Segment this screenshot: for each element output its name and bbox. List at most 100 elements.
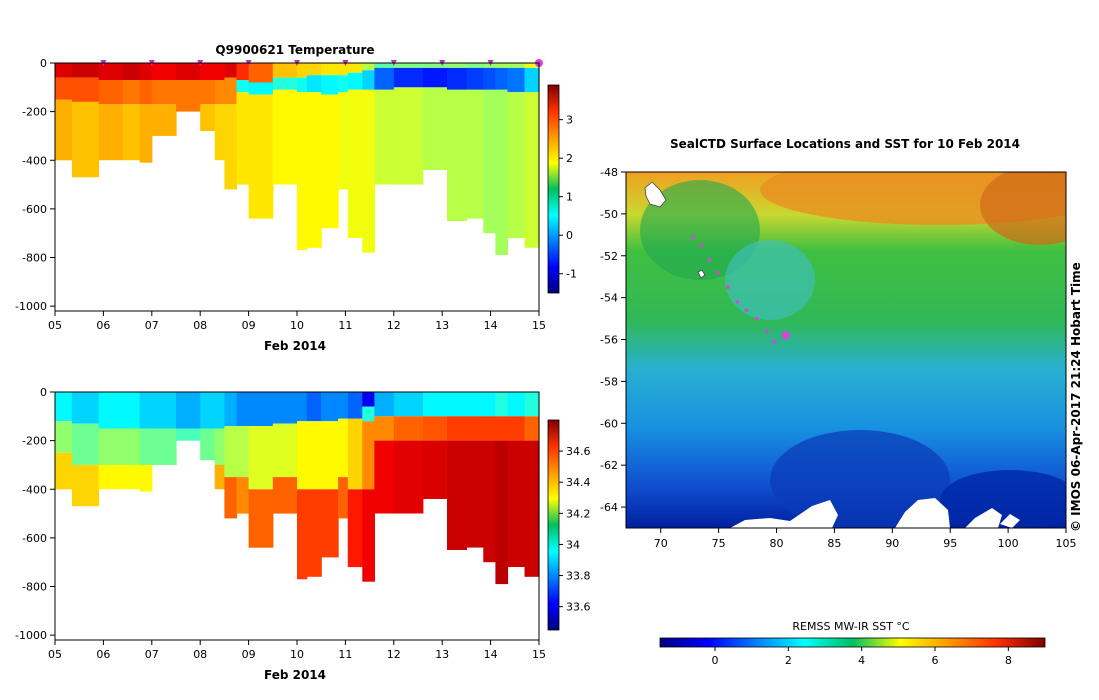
sal-cell-0-2 <box>55 452 73 490</box>
temp-cell-20-2 <box>393 87 424 185</box>
sal-cell-15-0 <box>321 392 339 422</box>
lat-tick-label-0: -48 <box>600 166 618 179</box>
lon-tick-label-4: 90 <box>885 537 899 550</box>
temp-cell-6-1 <box>176 80 201 112</box>
sal-cell-25-1 <box>495 416 509 441</box>
temp-cell-12-1 <box>272 77 298 90</box>
lon-tick-label-6: 100 <box>998 537 1019 550</box>
temp-cell-8-1 <box>214 80 225 105</box>
salinity-y-axis: 0 -200 -400 -600 -800 -1000 <box>15 386 55 642</box>
sal-cell-20-2 <box>393 440 424 514</box>
track-point-2 <box>707 258 712 262</box>
sst-cbar-label-3: 6 <box>932 654 939 667</box>
salinity-heatmap <box>55 392 540 585</box>
lat-tick-label-8: -64 <box>600 501 618 514</box>
temp-cell-6-0 <box>176 63 201 80</box>
temp-cell-20-0 <box>393 63 424 68</box>
sal-cell-24-1 <box>483 416 496 441</box>
sal-ytick-label-0: 0 <box>40 386 47 399</box>
temp-cell-5-2 <box>151 104 177 136</box>
temp-cell-16-2 <box>338 92 349 190</box>
temp-xtick-label-2: 07 <box>145 319 159 332</box>
temp-cell-4-1 <box>139 80 153 105</box>
sal-cell-14-1 <box>306 421 322 490</box>
temperature-y-axis: 0 -200 -400 -600 -800 -1000 <box>15 57 55 313</box>
temp-cell-17-0 <box>347 63 363 73</box>
temp-cell-20-1 <box>393 67 424 88</box>
temp-cell-8-2 <box>214 104 225 161</box>
temp-xtick-label-4: 09 <box>242 319 256 332</box>
sal-cell-18-3 <box>362 489 375 582</box>
sal-cell-24-0 <box>483 392 496 417</box>
temp-cell-26-0 <box>507 63 525 68</box>
sal-cell-15-2 <box>321 489 339 558</box>
temp-cell-21-2 <box>422 87 448 170</box>
temp-cell-23-0 <box>466 63 484 68</box>
temp-cell-21-0 <box>422 63 448 68</box>
temp-cbar-label-0: 3 <box>566 114 573 127</box>
sal-cell-27-1 <box>524 416 540 441</box>
temp-cell-11-1 <box>248 82 274 95</box>
sal-cell-8-2 <box>214 464 225 490</box>
sal-ytick-label-1: -200 <box>22 435 47 448</box>
temp-cell-7-2 <box>200 104 216 131</box>
sst-cbar-label-4: 8 <box>1005 654 1012 667</box>
temp-ytick-label-3: -600 <box>22 203 47 216</box>
sal-cell-6-0 <box>176 392 201 429</box>
sal-cell-8-1 <box>214 428 225 465</box>
temp-cbar-label-1: 2 <box>566 152 573 165</box>
temp-cell-4-2 <box>139 104 153 163</box>
salinity-x-axis: 05 06 07 08 09 10 11 12 13 14 15 <box>48 640 546 661</box>
sal-xtick-label-8: 13 <box>435 648 449 661</box>
sst-field <box>626 172 1066 528</box>
sal-cell-27-0 <box>524 392 540 417</box>
track-point-6 <box>744 308 749 313</box>
temp-cell-24-2 <box>483 89 496 234</box>
cold-patch-south <box>770 430 950 528</box>
cyan-tongue <box>725 240 815 320</box>
temp-cell-14-0 <box>306 63 322 76</box>
temp-cell-14-1 <box>306 75 322 93</box>
warm-patch-northeast <box>980 172 1066 245</box>
temp-ytick-label-2: -400 <box>22 154 47 167</box>
temp-cell-3-0 <box>122 63 141 80</box>
cool-patch-west <box>640 180 760 280</box>
sal-cell-26-0 <box>507 392 525 417</box>
temp-cell-9-0 <box>224 63 238 78</box>
temp-cell-7-1 <box>200 80 216 105</box>
temp-cell-0-0 <box>55 63 73 78</box>
sal-ytick-label-5: -1000 <box>15 629 47 642</box>
temp-cell-10-2 <box>236 92 250 185</box>
sal-xtick-label-6: 11 <box>338 648 352 661</box>
sal-cell-1-2 <box>71 464 100 507</box>
temp-cell-22-0 <box>447 63 467 68</box>
sal-cell-4-0 <box>139 392 153 429</box>
lat-tick-label-1: -50 <box>600 208 618 221</box>
sal-cell-9-0 <box>224 392 238 426</box>
sal-cell-26-1 <box>507 416 525 441</box>
temp-cell-21-1 <box>422 67 448 88</box>
sst-map: SealCTD Surface Locations and SST for 10… <box>600 137 1077 667</box>
track-point-5 <box>735 300 739 304</box>
temp-cell-19-0 <box>374 63 395 68</box>
temp-ytick-label-1: -200 <box>22 106 47 119</box>
sal-xtick-label-4: 09 <box>242 648 256 661</box>
sal-cell-3-1 <box>122 428 141 465</box>
map-lon-axis: 70 75 80 85 90 95 100 105 <box>654 528 1077 550</box>
sal-cell-23-0 <box>466 392 484 417</box>
sal-cell-7-1 <box>200 428 216 461</box>
sal-ytick-label-4: -800 <box>22 581 47 594</box>
temp-cell-25-2 <box>495 89 509 255</box>
sal-cell-7-0 <box>200 392 216 429</box>
temp-cell-17-1 <box>347 72 363 90</box>
sal-cell-2-1 <box>98 428 124 465</box>
current-location-marker <box>781 331 790 340</box>
sal-cell-12-1 <box>272 423 298 478</box>
sal-cell-1-0 <box>71 392 100 424</box>
sal-xtick-label-3: 08 <box>193 648 207 661</box>
sst-cbar-label-2: 4 <box>858 654 865 667</box>
temp-cell-16-0 <box>338 63 349 76</box>
temp-cell-12-0 <box>272 63 298 78</box>
sal-xtick-label-5: 10 <box>290 648 304 661</box>
sal-cell-4-1 <box>139 428 153 465</box>
